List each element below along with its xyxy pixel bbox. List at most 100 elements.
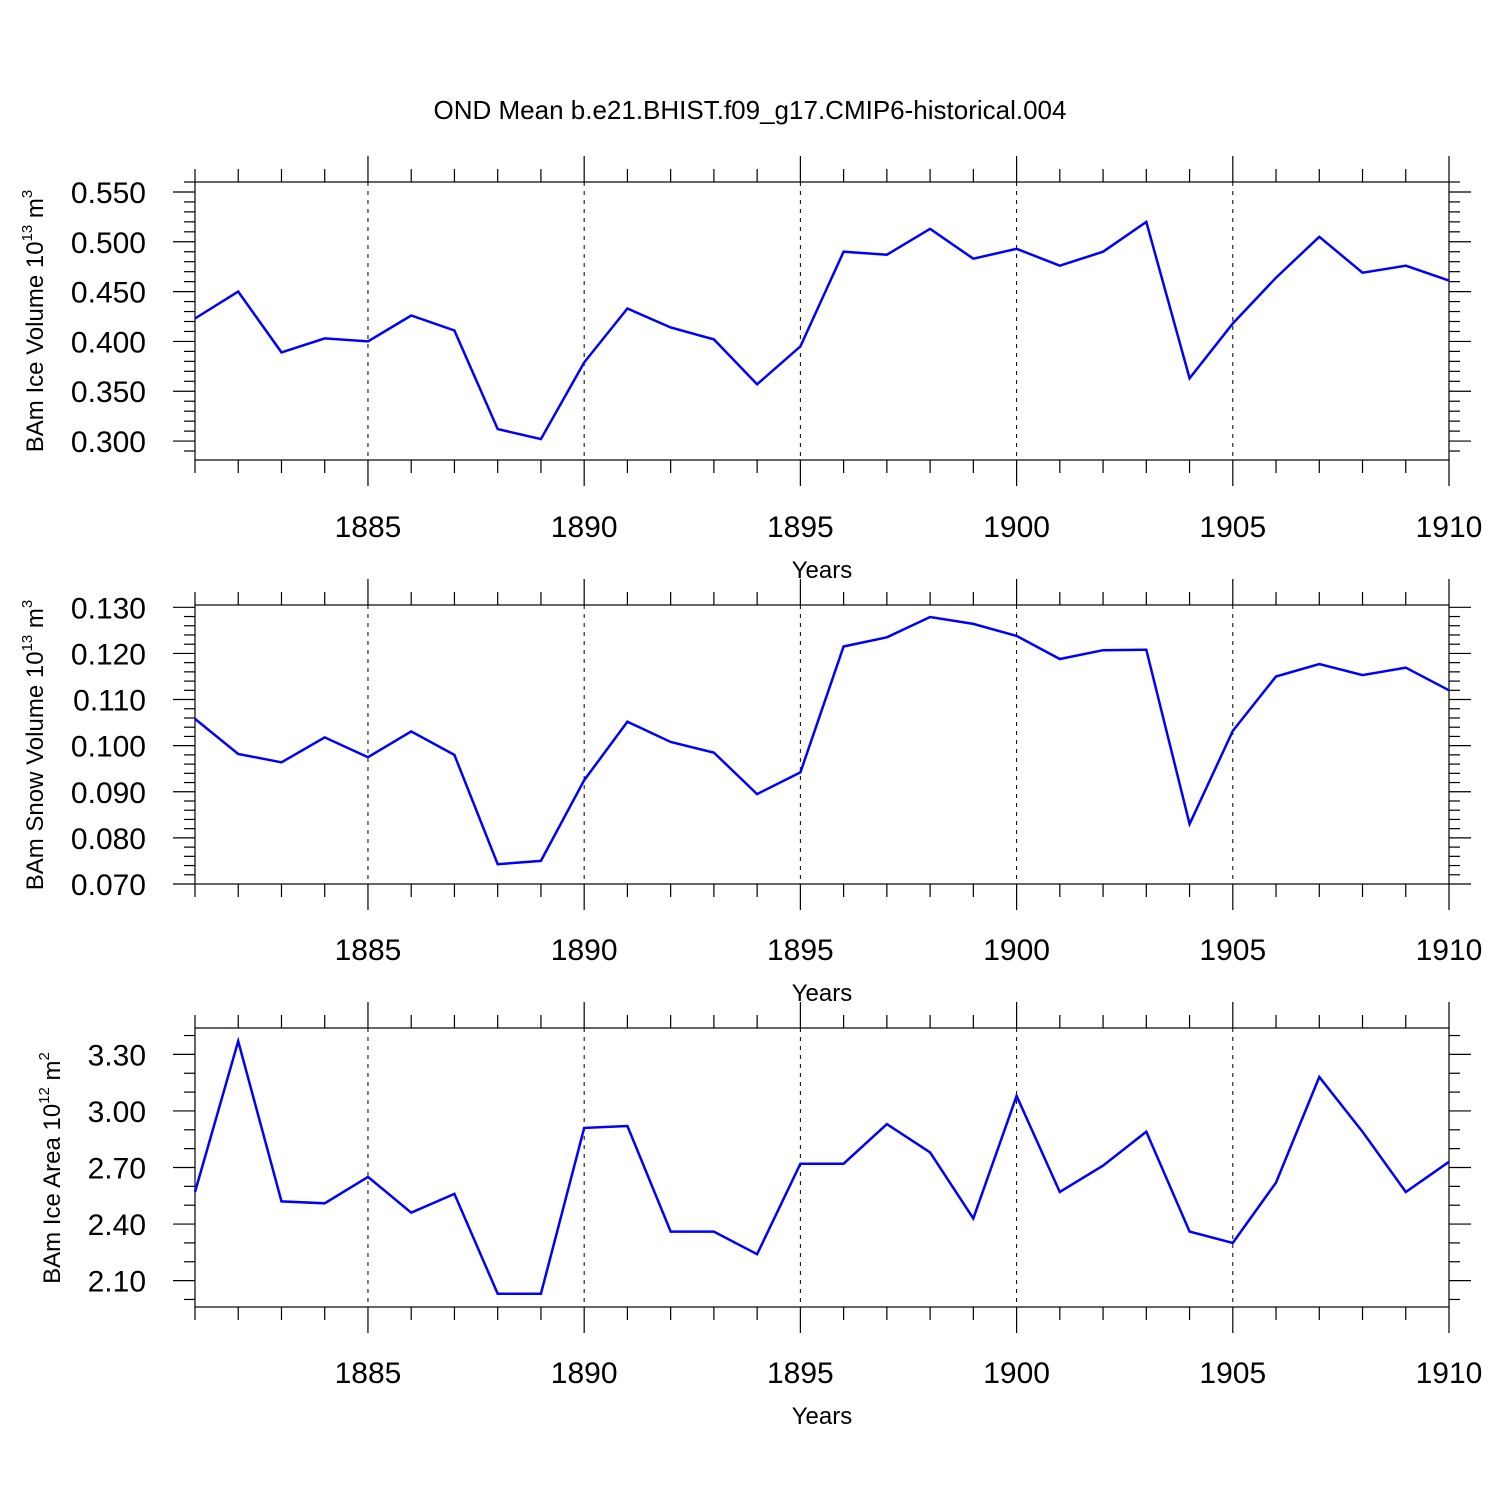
- data-point-1893: [713, 751, 715, 753]
- y-tick-label: 0.130: [71, 592, 146, 625]
- panel-snow-volume: BAm Snow Volume 1013 m3 Years 1885 1890 18…: [19, 579, 1482, 1007]
- data-point-1910: [1448, 1161, 1450, 1163]
- data-point-1895: [799, 345, 801, 347]
- x-tick-label: 1900: [983, 1357, 1050, 1390]
- y-tick-label: 0.300: [71, 426, 146, 459]
- y-tick-label: 0.350: [71, 376, 146, 409]
- data-point-1887: [453, 1193, 455, 1195]
- data-point-1906: [1275, 675, 1277, 677]
- data-point-1899: [972, 1217, 974, 1219]
- data-point-1893: [713, 338, 715, 340]
- panel-ice-area: BAm Ice Area 1012 m2 Years 1885 1890 1895 1…: [36, 1002, 1482, 1430]
- y-axis-title-unit-exponent: 3: [19, 190, 36, 198]
- data-point-1886: [410, 1212, 412, 1214]
- data-point-1892: [669, 741, 671, 743]
- data-point-1885: [367, 756, 369, 758]
- data-point-1902: [1102, 251, 1104, 253]
- data-point-1889: [540, 438, 542, 440]
- data-point-1884: [324, 1202, 326, 1204]
- data-point-1894: [756, 1253, 758, 1255]
- data-point-1882: [237, 753, 239, 755]
- x-tick-label: 1890: [551, 511, 618, 544]
- data-point-1906: [1275, 276, 1277, 278]
- y-axis-title-exponent: 13: [19, 635, 36, 652]
- y-tick-label: 0.500: [71, 227, 146, 260]
- x-tick-label: 1910: [1416, 934, 1483, 967]
- y-tick-label: 0.070: [71, 869, 146, 902]
- data-point-1894: [756, 793, 758, 795]
- data-point-1900: [1015, 1095, 1017, 1097]
- y-tick-label: 2.10: [88, 1266, 146, 1299]
- data-point-1906: [1275, 1181, 1277, 1183]
- data-point-1908: [1361, 1130, 1363, 1132]
- x-tick-label: 1895: [767, 511, 834, 544]
- data-point-1898: [929, 1151, 931, 1153]
- x-tick-label: 1885: [335, 934, 402, 967]
- x-axis-title: Years: [792, 1403, 853, 1430]
- y-axis-title-main: BAm Snow Volume 10: [22, 651, 49, 890]
- y-tick-label: 0.080: [71, 823, 146, 856]
- x-tick-label: 1885: [335, 1357, 402, 1390]
- y-axis-title-unit: m: [39, 1060, 66, 1087]
- data-point-1886: [410, 730, 412, 732]
- data-point-1904: [1188, 1230, 1190, 1232]
- data-point-1888: [496, 428, 498, 430]
- x-tick-label: 1905: [1199, 934, 1266, 967]
- y-axis-title-unit: m: [22, 608, 49, 635]
- y-tick-label: 0.550: [71, 177, 146, 210]
- data-point-1881: [194, 1191, 196, 1193]
- data-point-1904: [1188, 377, 1190, 379]
- data-point-1895: [799, 1163, 801, 1165]
- x-tick-label: 1895: [767, 1357, 834, 1390]
- data-point-1908: [1361, 674, 1363, 676]
- data-point-1908: [1361, 271, 1363, 273]
- y-tick-label: 2.40: [88, 1209, 146, 1242]
- x-tick-label: 1895: [767, 934, 834, 967]
- data-point-1887: [453, 754, 455, 756]
- data-point-1897: [886, 254, 888, 256]
- data-point-1901: [1059, 1191, 1061, 1193]
- series-line: [194, 219, 1450, 441]
- data-point-1904: [1188, 823, 1190, 825]
- data-point-1893: [713, 1230, 715, 1232]
- data-point-1894: [756, 383, 758, 385]
- data-point-1881: [194, 317, 196, 319]
- data-point-1903: [1145, 221, 1147, 223]
- x-tick-label: 1910: [1416, 511, 1483, 544]
- series-line: [194, 615, 1450, 866]
- data-point-1910: [1448, 279, 1450, 281]
- x-tick-label: 1905: [1199, 511, 1266, 544]
- y-axis-title-main: BAm Ice Volume 10: [22, 241, 49, 452]
- x-tick-label: 1890: [551, 1357, 618, 1390]
- data-point-1885: [367, 1176, 369, 1178]
- data-point-1901: [1059, 264, 1061, 266]
- data-point-1884: [324, 736, 326, 738]
- data-point-1890: [583, 1127, 585, 1129]
- data-point-1905: [1232, 1242, 1234, 1244]
- data-point-1907: [1318, 1076, 1320, 1078]
- series-line: [193, 1036, 1450, 1296]
- data-point-1892: [669, 1230, 671, 1232]
- data-point-1905: [1232, 322, 1234, 324]
- x-tick-label: 1905: [1199, 1357, 1266, 1390]
- y-tick-label: 0.450: [71, 277, 146, 310]
- data-point-1907: [1318, 236, 1320, 238]
- x-tick-label: 1910: [1416, 1357, 1483, 1390]
- x-tick-label: 1885: [335, 511, 402, 544]
- data-point-1902: [1102, 1164, 1104, 1166]
- y-axis-title-exponent: 13: [19, 225, 36, 242]
- data-point-1882: [237, 1040, 239, 1042]
- data-point-1896: [842, 251, 844, 253]
- x-tick-label: 1900: [983, 934, 1050, 967]
- y-tick-label: 0.400: [71, 326, 146, 359]
- data-point-1901: [1059, 658, 1061, 660]
- data-point-1888: [496, 1293, 498, 1295]
- data-point-1892: [669, 326, 671, 328]
- data-point-1898: [929, 616, 931, 618]
- y-tick-label: 2.70: [88, 1153, 146, 1186]
- y-tick-label: 3.00: [88, 1096, 146, 1129]
- y-axis-title-unit-exponent: 2: [36, 1052, 53, 1060]
- plot-frame: [194, 1027, 1450, 1308]
- x-axis-title: Years: [792, 557, 853, 584]
- data-point-1896: [842, 1163, 844, 1165]
